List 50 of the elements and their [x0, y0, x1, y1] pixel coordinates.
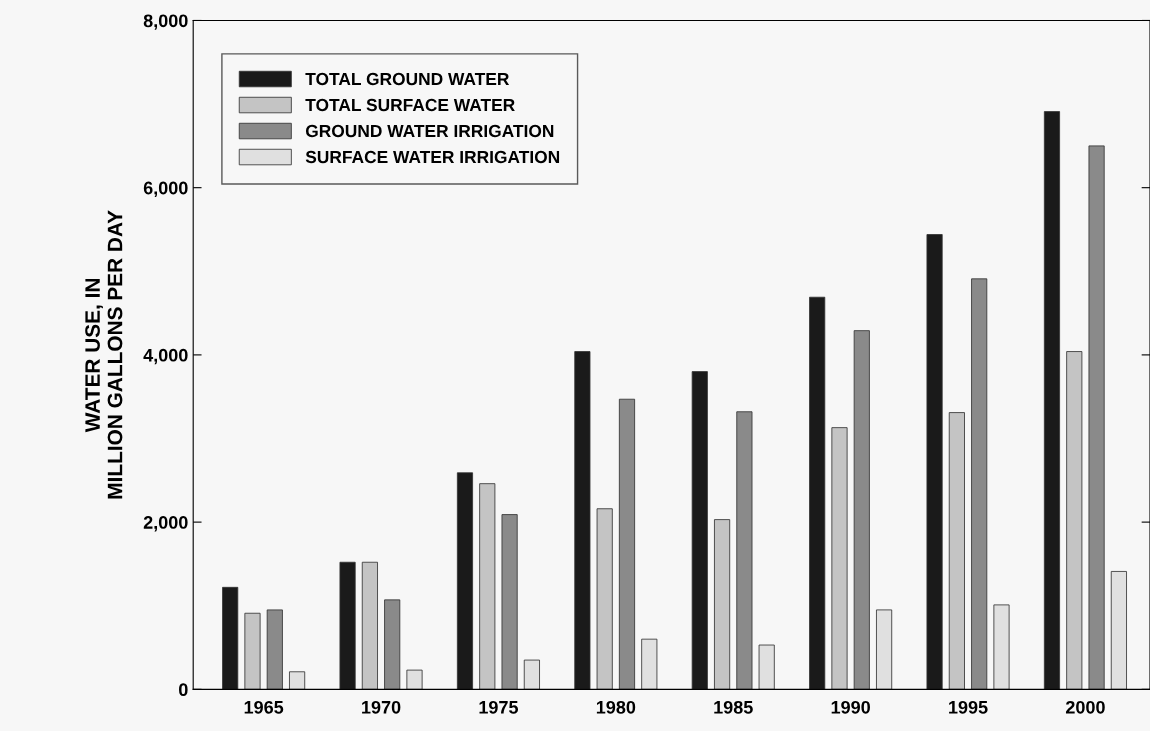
bar [222, 586, 239, 690]
legend-label: TOTAL GROUND WATER [305, 72, 510, 86]
x-tick-label: 1975 [479, 700, 519, 714]
x-tick-label: 1985 [714, 700, 753, 714]
bar [384, 599, 401, 690]
bar [339, 561, 356, 690]
legend-label: GROUND WATER IRRIGATION [305, 124, 554, 138]
bar [993, 604, 1010, 690]
bar [1088, 145, 1105, 690]
x-tick-label: 1970 [362, 700, 401, 714]
bar [244, 612, 261, 690]
bar [406, 669, 423, 690]
y-tick-label: 0 [179, 683, 188, 697]
bar [1110, 571, 1127, 690]
bar [596, 508, 613, 690]
bar [501, 514, 518, 690]
bar [853, 330, 870, 690]
y-tick-label: 4,000 [143, 348, 188, 365]
y-tick-label: 6,000 [143, 181, 188, 198]
bar [691, 371, 708, 690]
y-tick-label: 8,000 [143, 14, 188, 30]
bar [831, 427, 848, 690]
x-tick-label: 1990 [831, 700, 870, 714]
y-tick-label: 2,000 [143, 516, 188, 532]
bar [456, 472, 474, 690]
x-tick-label: 1995 [949, 700, 988, 714]
bar [618, 398, 636, 690]
bar [523, 659, 540, 690]
bar [574, 351, 591, 690]
bar [641, 638, 658, 690]
y-axis-title: WATER USE, IN MILLION GALLONS PER DAY [85, 210, 123, 499]
bar [971, 278, 988, 690]
x-tick-label: 1980 [596, 700, 636, 714]
bar [948, 412, 965, 690]
legend-label: SURFACE WATER IRRIGATION [305, 150, 560, 164]
x-tick-label: 1965 [244, 700, 284, 714]
bar [714, 519, 731, 690]
bar [1066, 351, 1083, 690]
bar [479, 483, 496, 690]
bar [876, 609, 893, 690]
legend-label: TOTAL SURFACE WATER [305, 98, 515, 112]
bar [758, 644, 775, 690]
bar [266, 609, 283, 690]
bar [1043, 111, 1061, 690]
bar [809, 296, 826, 690]
bar [926, 234, 943, 690]
bar [736, 411, 753, 690]
bar [289, 671, 306, 690]
x-tick-label: 2000 [1065, 700, 1105, 714]
bar [361, 561, 378, 690]
